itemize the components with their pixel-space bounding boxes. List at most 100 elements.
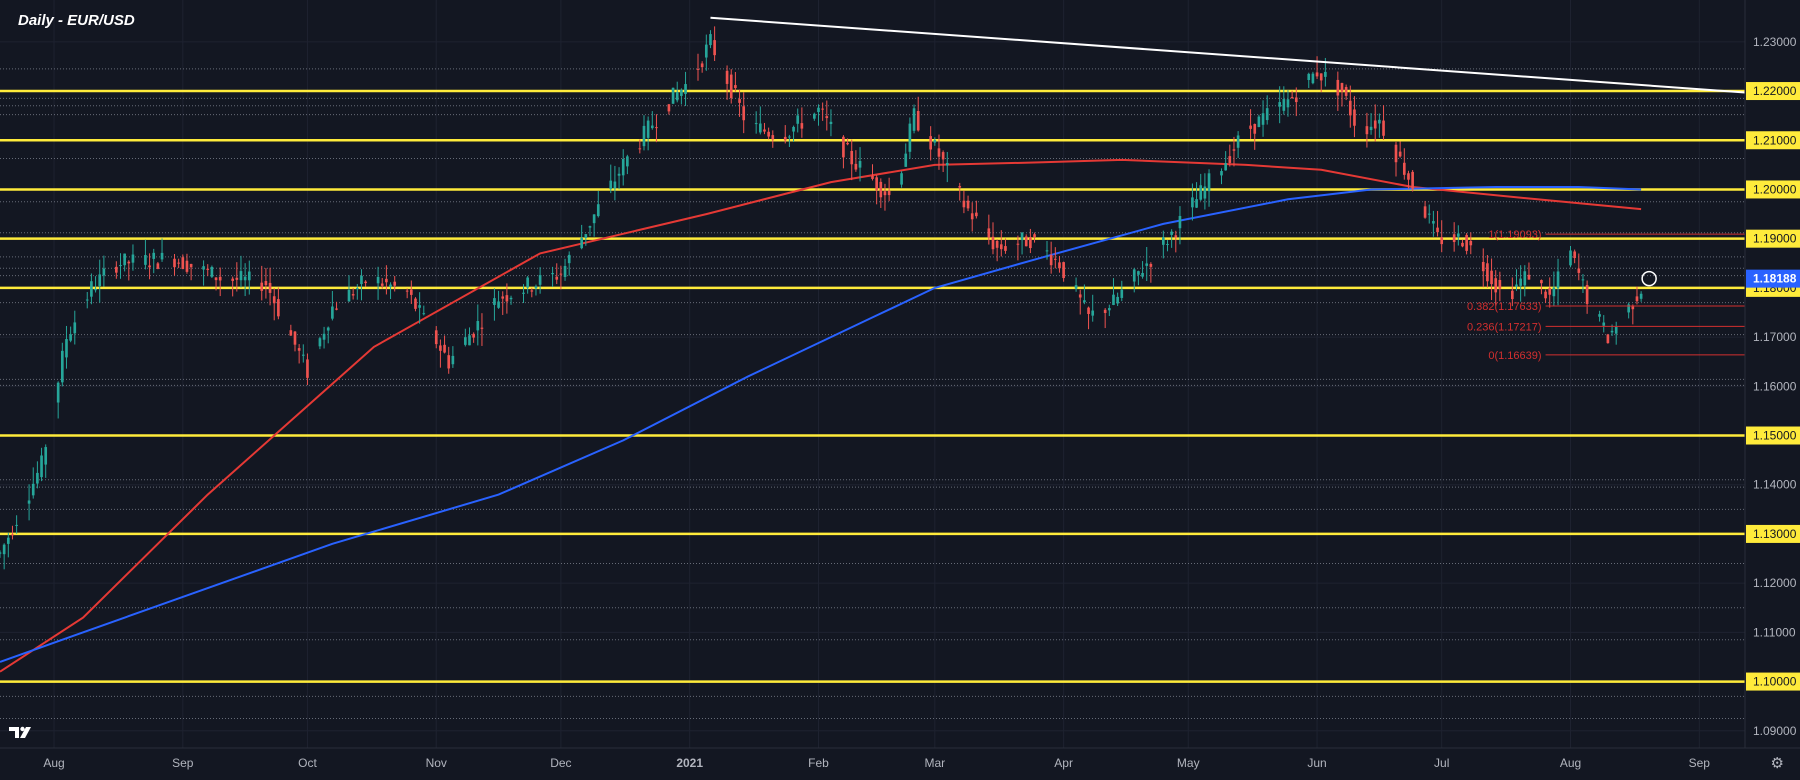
current-price-marker: [1641, 270, 1657, 287]
candle-up: [1324, 71, 1327, 77]
candle-up: [945, 162, 949, 166]
candle-up: [621, 159, 625, 176]
candle-up: [1515, 284, 1518, 287]
month-label: Dec: [550, 756, 571, 770]
candle-down: [1440, 237, 1444, 245]
trendline[interactable]: [710, 16, 1746, 94]
candle-up: [613, 181, 617, 189]
candle-up: [534, 286, 538, 289]
price-tick-label: 1.09000: [1753, 724, 1797, 738]
candle-down: [1344, 87, 1348, 96]
candle-down: [966, 200, 970, 209]
candle-up: [1278, 102, 1281, 107]
candle-up: [1120, 289, 1124, 298]
candle-up: [908, 123, 912, 152]
price-tick-label: 1.12000: [1753, 576, 1797, 590]
candle-down: [385, 278, 388, 283]
fibonacci-retracement[interactable]: 1(1.19093) 0.382(1.17633) 0.236(1.17217) 0(…: [1467, 229, 1745, 362]
fib-label: 0(1.16639): [1488, 350, 1541, 362]
candle-down: [1548, 288, 1552, 295]
month-label: Mar: [924, 756, 945, 770]
fib-label: 0.236(1.17217): [1467, 321, 1542, 333]
candle-down: [127, 261, 131, 264]
candle-up: [1456, 233, 1460, 237]
price-label-badge: [1746, 524, 1800, 543]
price-tick-label: 1.22000: [1753, 84, 1797, 98]
gear-icon[interactable]: ⚙: [1770, 755, 1784, 772]
candle-up: [355, 288, 359, 290]
candle-down: [916, 110, 920, 131]
candle-down: [472, 333, 475, 338]
candle-up: [588, 226, 592, 228]
candle-up: [418, 305, 421, 308]
candle-up: [1203, 186, 1207, 199]
candle-up: [239, 271, 243, 281]
candle-down: [405, 290, 409, 292]
candle-up: [1307, 73, 1311, 81]
candle-down: [767, 131, 770, 137]
tradingview-logo-icon[interactable]: [8, 724, 34, 740]
trendline-line: [710, 16, 1746, 94]
candle-down: [206, 268, 210, 270]
candle-down: [393, 281, 397, 286]
candle-down: [1290, 97, 1294, 99]
candle-up: [94, 288, 97, 291]
candle-up: [758, 123, 762, 133]
candle-up: [60, 350, 64, 383]
candle-up: [1432, 221, 1435, 224]
candle-up: [704, 44, 708, 58]
candle-down: [181, 257, 185, 270]
candle-down: [156, 263, 160, 269]
candle-down: [742, 106, 746, 121]
candle-up: [326, 327, 330, 331]
candle-up: [526, 277, 529, 288]
price-axis[interactable]: 1.230001.220001.210001.200001.190001.180…: [1641, 0, 1800, 780]
candle-down: [1577, 268, 1581, 273]
candle-up: [1220, 171, 1223, 176]
candle-down: [1078, 294, 1082, 298]
candle-down: [1498, 279, 1502, 289]
current-price-badge: [1746, 269, 1800, 288]
candle-down: [414, 298, 417, 309]
candle-down: [1087, 307, 1090, 314]
candle-up: [1224, 163, 1227, 171]
price-tick-label: 1.14000: [1753, 478, 1797, 492]
candle-down: [771, 135, 775, 140]
candle-down: [1340, 83, 1344, 92]
candle-down: [1365, 126, 1369, 135]
candle-down: [447, 355, 451, 369]
candle-up: [1265, 108, 1269, 121]
candle-up: [509, 297, 513, 300]
candle-down: [1511, 290, 1514, 300]
month-label: Apr: [1054, 756, 1073, 770]
candle-down: [1315, 72, 1319, 77]
candle-down: [883, 191, 887, 196]
candle-up: [497, 301, 500, 308]
candle-down: [1228, 156, 1232, 163]
month-label: May: [1177, 756, 1200, 770]
candle-up: [567, 254, 571, 264]
candle-down: [306, 359, 309, 378]
candle-up: [0, 552, 2, 554]
candle-down: [1544, 291, 1547, 299]
candle-down: [821, 108, 824, 110]
candle-down: [929, 136, 932, 150]
candle-up: [563, 265, 567, 277]
candle-up: [98, 274, 102, 287]
candle-up: [788, 136, 791, 138]
candle-up: [1610, 330, 1614, 333]
candle-up: [1199, 185, 1203, 200]
candle-up: [1132, 269, 1136, 282]
candle-up: [709, 34, 712, 46]
candle-down: [214, 277, 218, 281]
candle-up: [144, 255, 147, 265]
candle-up: [817, 107, 820, 113]
candle-down: [783, 136, 787, 141]
time-axis[interactable]: Aug Sep Oct Nov Dec 2021 Feb Mar Apr May Jun Jul Aug…: [0, 747, 1800, 780]
candle-up: [684, 84, 687, 95]
candle-up: [73, 322, 77, 334]
candle-down: [1481, 261, 1485, 272]
candle-up: [247, 271, 251, 281]
candle-up: [584, 234, 588, 239]
